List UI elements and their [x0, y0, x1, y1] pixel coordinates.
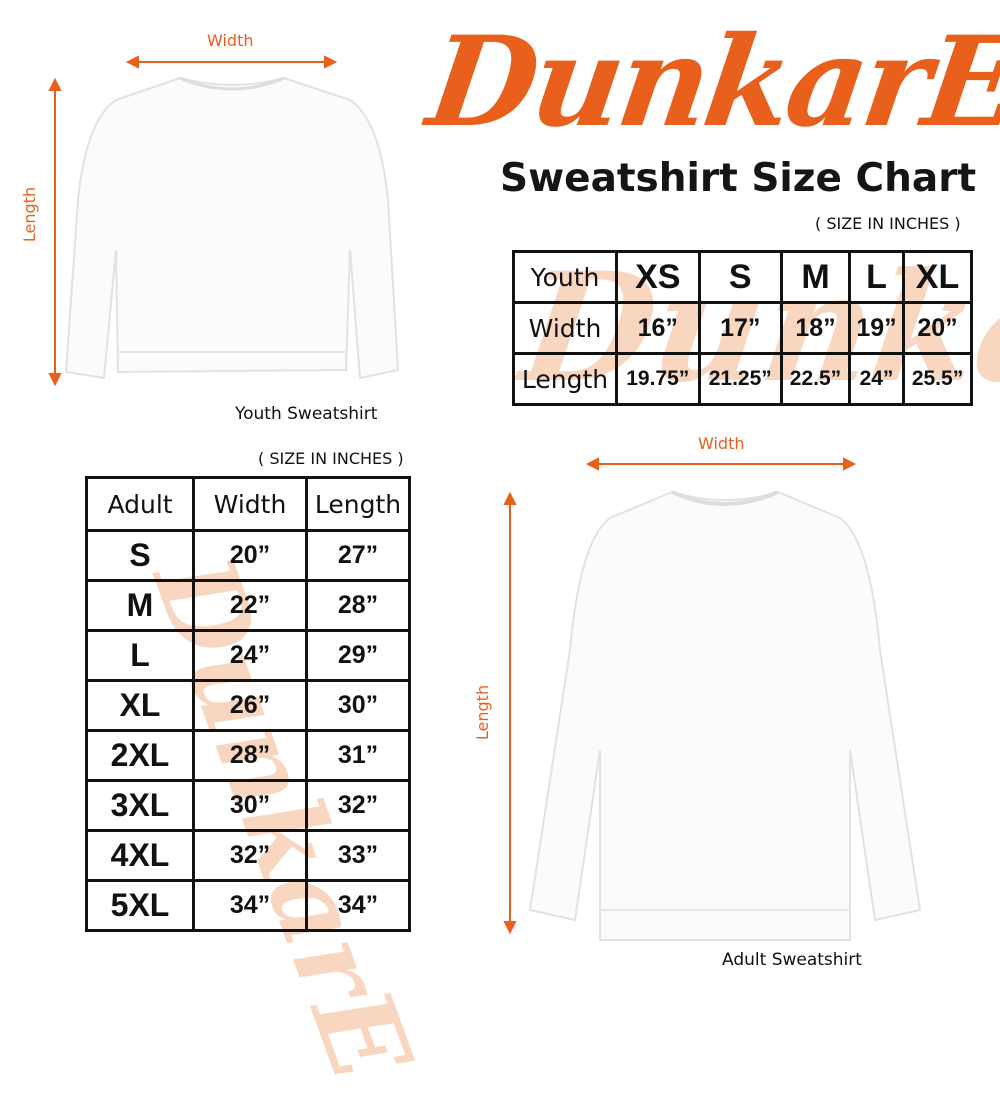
youth-size-table: Youth XS S M L XL Width 16” 17” 18” 19” … — [512, 250, 973, 406]
table-cell: 32” — [305, 779, 411, 832]
youth-sweatshirt-image — [48, 55, 400, 387]
table-row: S 20” 27” — [85, 529, 411, 582]
size-cell: 5XL — [85, 879, 195, 932]
table-cell: 29” — [305, 629, 411, 682]
adult-caption: Adult Sweatshirt — [722, 950, 862, 970]
table-cell: 19.75” — [615, 352, 701, 406]
youth-units-note: ( SIZE IN INCHES ) — [815, 214, 961, 233]
table-header-cell: Width — [192, 476, 308, 532]
table-cell: 16” — [615, 301, 701, 355]
table-header-cell: S — [697, 250, 784, 304]
table-cell: 18” — [780, 301, 851, 355]
table-cell: 34” — [305, 879, 411, 932]
table-header-cell: Length — [305, 476, 411, 532]
table-header-cell: M — [780, 250, 851, 304]
size-cell: M — [85, 579, 195, 632]
table-cell: Width — [512, 301, 618, 355]
table-cell: 31” — [305, 729, 411, 782]
table-row: 3XL 30” 32” — [85, 779, 411, 832]
adult-units-note: ( SIZE IN INCHES ) — [258, 449, 404, 468]
youth-width-label: Width — [207, 31, 254, 50]
table-row: Adult Width Length — [85, 476, 411, 532]
table-row: 2XL 28” 31” — [85, 729, 411, 782]
table-cell: 30” — [305, 679, 411, 732]
size-cell: 4XL — [85, 829, 195, 882]
table-header-cell: L — [847, 250, 906, 304]
table-cell: 19” — [847, 301, 906, 355]
table-cell: 24” — [192, 629, 308, 682]
table-row: XL 26” 30” — [85, 679, 411, 732]
table-cell: 20” — [192, 529, 308, 582]
table-cell: 17” — [697, 301, 784, 355]
table-row: 5XL 34” 34” — [85, 879, 411, 932]
table-cell: 26” — [192, 679, 308, 732]
table-cell: 21.25” — [697, 352, 784, 406]
page-title: Sweatshirt Size Chart — [500, 156, 977, 201]
adult-width-label: Width — [698, 434, 745, 453]
table-header-cell: XL — [902, 250, 973, 304]
adult-sweatshirt-image — [503, 457, 922, 941]
table-cell: 22.5” — [780, 352, 851, 406]
youth-caption: Youth Sweatshirt — [235, 404, 378, 424]
table-row: M 22” 28” — [85, 579, 411, 632]
table-header-cell: XS — [615, 250, 701, 304]
table-cell: 34” — [192, 879, 308, 932]
table-header-cell: Youth — [512, 250, 618, 304]
table-row: Length 19.75” 21.25” 22.5” 24” 25.5” — [512, 352, 973, 406]
size-cell: S — [85, 529, 195, 582]
size-cell: 2XL — [85, 729, 195, 782]
table-cell: Length — [512, 352, 618, 406]
brand-logo: DunkarE — [419, 10, 1000, 155]
table-cell: 30” — [192, 779, 308, 832]
table-cell: 24” — [847, 352, 906, 406]
table-cell: 28” — [305, 579, 411, 632]
size-cell: XL — [85, 679, 195, 732]
size-cell: 3XL — [85, 779, 195, 832]
size-cell: L — [85, 629, 195, 682]
table-cell: 25.5” — [902, 352, 973, 406]
table-cell: 28” — [192, 729, 308, 782]
table-cell: 33” — [305, 829, 411, 882]
adult-size-table: Adult Width Length S 20” 27” M 22” 28” L 24” 29”… — [85, 476, 411, 932]
table-header-cell: Adult — [85, 476, 195, 532]
table-cell: 20” — [902, 301, 973, 355]
table-row: L 24” 29” — [85, 629, 411, 682]
table-cell: 22” — [192, 579, 308, 632]
table-cell: 32” — [192, 829, 308, 882]
table-cell: 27” — [305, 529, 411, 582]
table-row: Youth XS S M L XL — [512, 250, 973, 304]
table-row: 4XL 32” 33” — [85, 829, 411, 882]
table-row: Width 16” 17” 18” 19” 20” — [512, 301, 973, 355]
